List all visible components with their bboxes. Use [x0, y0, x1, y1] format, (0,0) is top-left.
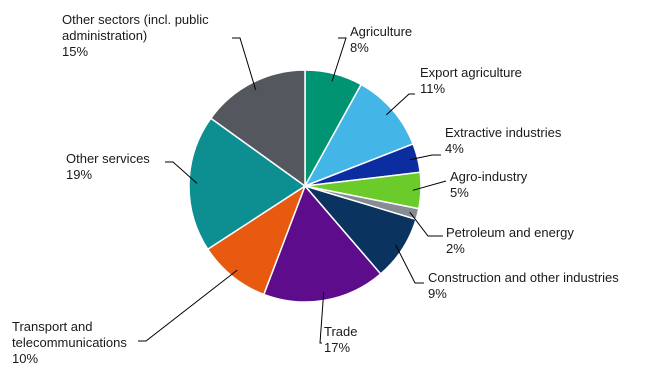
leader-line-agriculture: [331, 37, 347, 82]
slice-category-label: Trade: [324, 324, 357, 339]
slice-label-extractive-industries: Extractive industries 4%: [445, 125, 562, 156]
slice-category-label: Agriculture: [350, 24, 412, 39]
pie-slices: [188, 69, 422, 303]
slice-value-label: 17%: [324, 340, 350, 355]
leader-line-extractive-industries: [409, 154, 441, 161]
slice-category-label: Construction and other industries: [428, 270, 619, 285]
slice-label-other-sectors-incl-public-administration: Other sectors (incl. public administratio…: [62, 12, 209, 59]
slice-label-petroleum-and-energy: Petroleum and energy 2%: [446, 225, 574, 256]
slice-label-agro-industry: Agro-industry 5%: [450, 169, 528, 200]
slice-category-label: Export agriculture: [420, 65, 522, 80]
slice-value-label: 10%: [12, 351, 38, 365]
slice-category-label: Extractive industries: [445, 125, 562, 140]
slice-value-label: 5%: [450, 185, 469, 200]
slice-value-label: 15%: [62, 44, 88, 59]
leader-line-other-sectors-incl-public-administration: [232, 37, 257, 91]
slice-category-label: administration): [62, 28, 147, 43]
slice-value-label: 2%: [446, 241, 465, 256]
slice-label-export-agriculture: Export agriculture 11%: [420, 65, 522, 96]
pie-slice-other-sectors-incl-public-administration: [209, 69, 306, 188]
slice-label-other-services: Other services 19%: [66, 151, 150, 182]
slice-label-construction-and-other-industries: Construction and other industries 9%: [428, 270, 619, 301]
pie-slice-trade: [262, 184, 382, 303]
slice-category-label: Other sectors (incl. public: [62, 12, 209, 27]
slice-category-label: Agro-industry: [450, 169, 528, 184]
pie-slice-other-services: [188, 117, 307, 251]
pie-slice-transport-and-telecommunications: [206, 184, 307, 296]
slice-label-trade: Trade 17%: [324, 324, 357, 355]
leader-line-petroleum-and-energy: [409, 211, 443, 237]
slice-value-label: 4%: [445, 141, 464, 156]
slice-category-label: telecommunications: [12, 335, 127, 350]
leader-lines: [138, 37, 447, 344]
slice-value-label: 9%: [428, 286, 447, 301]
leader-line-agro-industry: [412, 180, 447, 191]
leader-line-construction-and-other-industries: [395, 244, 424, 284]
leader-line-export-agriculture: [385, 93, 415, 116]
leader-line-trade: [319, 292, 325, 344]
slice-label-transport-and-telecommunications: Transport and telecommunications 10%: [12, 319, 127, 365]
leader-line-transport-and-telecommunications: [138, 269, 238, 342]
slice-category-label: Transport and: [12, 319, 92, 334]
slice-category-label: Other services: [66, 151, 150, 166]
leader-line-other-services: [165, 161, 198, 184]
slice-value-label: 11%: [420, 81, 445, 96]
slice-label-agriculture: Agriculture 8%: [350, 24, 412, 55]
slice-value-label: 19%: [66, 167, 92, 182]
slice-value-label: 8%: [350, 40, 369, 55]
slice-labels: Agriculture 8% Export agriculture 11% Extrac…: [12, 12, 619, 365]
slice-category-label: Petroleum and energy: [446, 225, 574, 240]
